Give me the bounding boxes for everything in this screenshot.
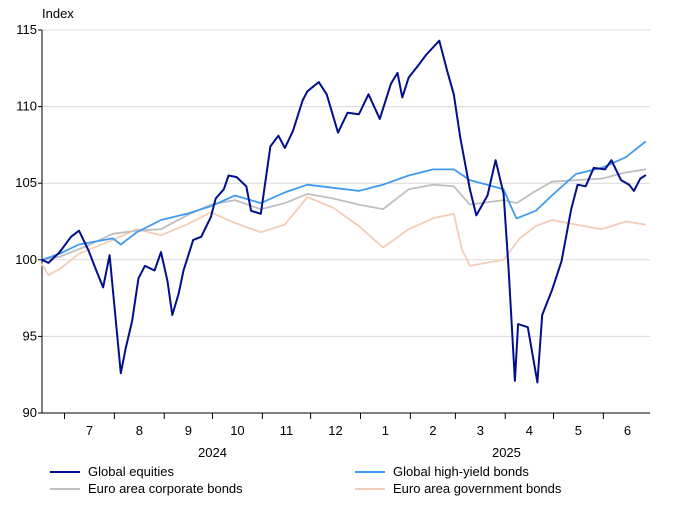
y-tick-label: 90 [23,405,37,420]
x-tick-label: 6 [624,423,631,438]
legend-swatch [355,470,385,473]
series-line-global-high-yield-bonds [41,140,647,261]
y-tick-label: 110 [16,99,37,114]
x-tick-label: 5 [575,423,582,438]
y-tick-labels: 90 95 100 105 110 115 [15,22,37,420]
legend: Global equities Global high-yield bonds … [0,462,680,502]
y-tick-label: 100 [15,252,37,267]
legend-label: Euro area corporate bonds [88,481,243,496]
x-tick-label: 8 [136,423,143,438]
y-tick-label: 105 [15,175,37,190]
year-label: 2024 [198,445,227,460]
series-line-euro-area-corporate-bonds [41,168,647,261]
gridlines [42,29,650,337]
legend-label: Global equities [88,464,174,479]
year-label: 2025 [492,445,521,460]
axes [38,29,650,419]
x-tick-label: 2 [429,423,436,438]
x-tick-label: 10 [230,423,244,438]
legend-swatch [355,487,385,490]
y-axis-label: Index [42,6,74,21]
legend-label: Euro area government bonds [393,481,562,496]
legend-item-euro-area-government-bonds: Euro area government bonds [355,481,561,496]
x-tick-label: 12 [328,423,342,438]
x-tick-label: 9 [185,423,192,438]
legend-item-global-equities: Global equities [50,464,174,479]
x-tick-label: 1 [382,423,389,438]
x-tick-label: 7 [86,423,93,438]
legend-item-global-high-yield-bonds: Global high-yield bonds [355,464,529,479]
series-line-global-equities [41,39,647,384]
y-tick-label: 115 [16,22,37,37]
x-tick-label: 4 [526,423,533,438]
x-tick-label: 11 [280,423,294,438]
legend-label: Global high-yield bonds [393,464,529,479]
x-tick-label: 3 [477,423,484,438]
series-lines [41,39,647,384]
legend-swatch [50,470,80,473]
legend-swatch [50,487,80,490]
y-tick-label: 95 [23,328,37,343]
legend-item-euro-area-corporate-bonds: Euro area corporate bonds [50,481,243,496]
